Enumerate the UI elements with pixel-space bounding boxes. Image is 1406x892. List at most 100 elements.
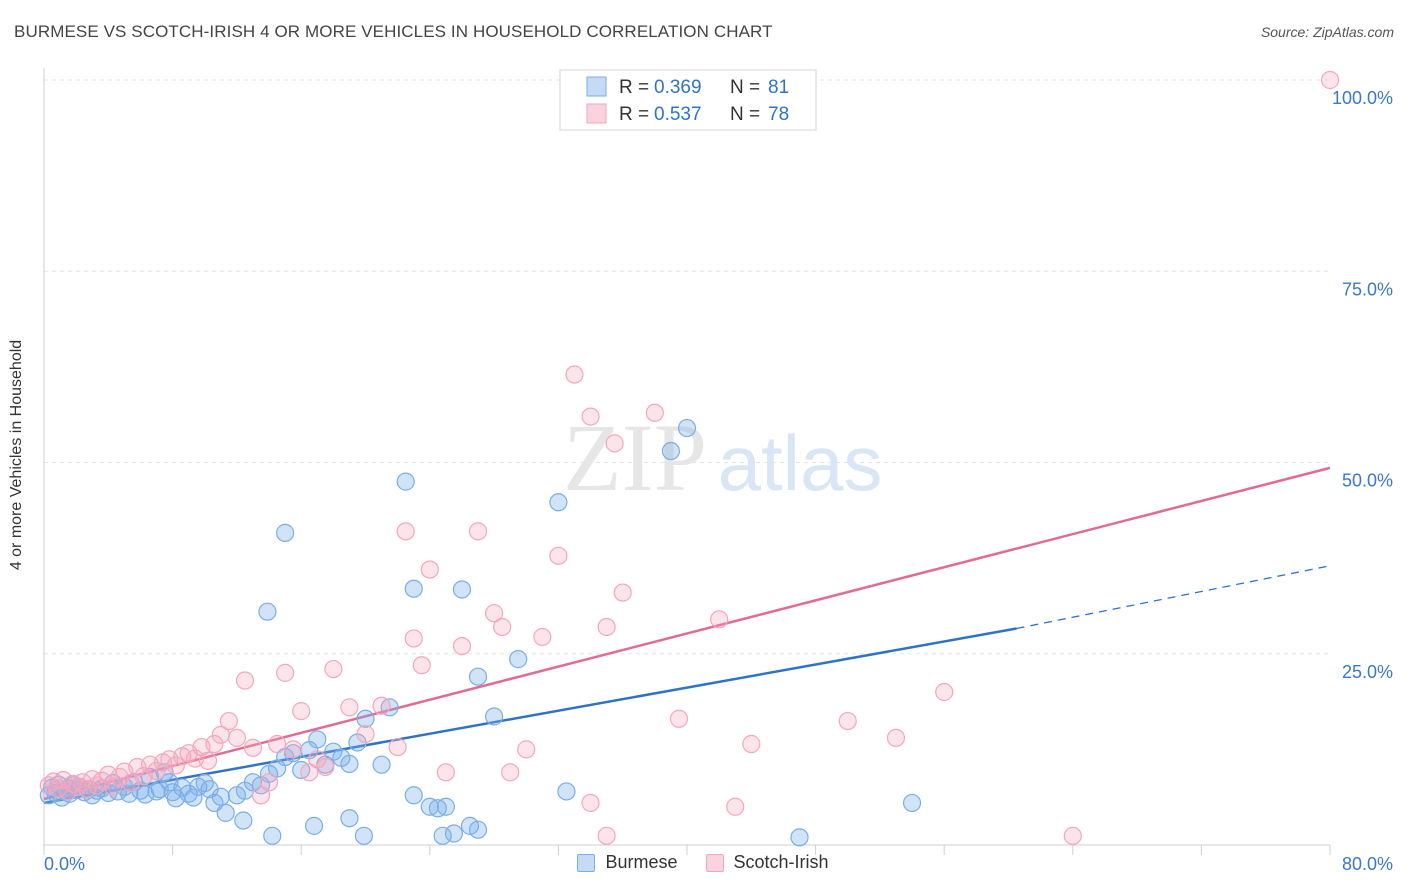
point-scotch-irish (235, 671, 255, 690)
legend-label-scotch-irish: Scotch-Irish (733, 852, 829, 872)
point-scotch-irish (935, 682, 954, 702)
point-scotch-irish (54, 770, 73, 790)
point-scotch-irish (104, 777, 123, 796)
point-scotch-irish (372, 696, 391, 715)
point-scotch-irish (324, 659, 343, 679)
bottom-legend: Burmese Scotch-Irish (0, 852, 1406, 873)
point-burmese (436, 797, 455, 816)
point-burmese (790, 828, 809, 847)
grid-lines (44, 79, 1330, 655)
point-scotch-irish (436, 763, 455, 782)
axes (43, 68, 1331, 855)
point-burmese (356, 709, 375, 728)
y-axis-label: 4 or more Vehicles in Household (8, 339, 25, 571)
legend-r-value-scotch-irish: 0.537 (654, 104, 702, 125)
point-burmese (661, 441, 681, 461)
point-burmese (147, 782, 166, 801)
point-scotch-irish (581, 793, 600, 813)
point-burmese (308, 730, 327, 749)
point-burmese (509, 650, 528, 669)
point-scotch-irish (316, 757, 335, 777)
point-burmese (557, 782, 576, 801)
point-burmese (677, 418, 697, 438)
watermark-atlas: atlas (718, 419, 883, 507)
point-burmese (340, 809, 359, 828)
legend-label-burmese: Burmese (605, 852, 678, 872)
point-burmese (452, 580, 472, 599)
point-scotch-irish (501, 763, 520, 782)
point-burmese (404, 579, 423, 598)
point-scotch-irish (669, 709, 689, 728)
point-burmese (340, 754, 359, 774)
point-scotch-irish (267, 734, 287, 754)
point-scotch-irish (581, 407, 600, 426)
legend-item-scotch-irish[interactable]: Scotch-Irish (705, 852, 829, 873)
point-scotch-irish (420, 560, 439, 579)
point-burmese (433, 826, 452, 845)
point-scotch-irish (605, 434, 624, 453)
point-scotch-irish (243, 738, 263, 757)
point-scotch-irish (838, 711, 857, 731)
point-scotch-irish (485, 604, 504, 623)
legend-swatch-scotch-irish-bottom (705, 853, 724, 872)
point-scotch-irish (110, 767, 129, 787)
x-tick-label: 80.0% (1342, 854, 1393, 874)
point-scotch-irish (742, 734, 761, 754)
point-scotch-irish (597, 826, 616, 845)
point-scotch-irish (645, 403, 664, 422)
point-burmese (372, 755, 391, 774)
point-burmese (396, 472, 415, 491)
point-scotch-irish (533, 627, 552, 647)
y-tick-label: 25.0% (1342, 662, 1393, 682)
point-scotch-irish (356, 724, 375, 744)
point-burmese (485, 707, 504, 726)
point-burmese (258, 602, 277, 621)
legend-n-value-scotch-irish: 78 (768, 104, 789, 125)
point-burmese (276, 523, 295, 542)
point-burmese (216, 803, 235, 822)
trend-line-scotch-irish (43, 466, 1331, 801)
point-scotch-irish (710, 610, 729, 629)
source-label: Source: ZipAtlas.com (1260, 24, 1394, 40)
trend-line-burmese (43, 627, 1017, 805)
point-scotch-irish (276, 663, 295, 682)
point-scotch-irish (259, 773, 279, 792)
point-burmese (354, 826, 373, 845)
point-burmese (468, 820, 488, 839)
point-burmese (444, 824, 464, 843)
point-scotch-irish (549, 546, 568, 565)
point-burmese (195, 773, 214, 793)
chart-title: BURMESE VS SCOTCH-IRISH 4 OR MORE VEHICL… (14, 22, 773, 41)
y-tick-label: 75.0% (1342, 279, 1393, 299)
legend-swatch-scotch-irish (586, 103, 607, 124)
y-tick-label: 50.0% (1342, 471, 1393, 491)
point-scotch-irish (388, 737, 407, 757)
point-scotch-irish (565, 365, 584, 384)
trend-extension-burmese (1016, 565, 1331, 630)
point-scotch-irish (613, 583, 632, 602)
tick-labels: 25.0% 50.0% 75.0% 100.0% 0.0% 80.0% (44, 88, 1393, 874)
point-scotch-irish (886, 728, 906, 748)
legend-swatch-burmese-bottom (577, 853, 596, 872)
point-scotch-irish (404, 629, 423, 648)
data-points (39, 70, 1340, 847)
point-burmese (304, 816, 324, 835)
point-scotch-irish (205, 734, 224, 754)
point-scotch-irish (396, 522, 415, 541)
legend-item-burmese[interactable]: Burmese (577, 852, 678, 873)
legend-swatch-burmese (586, 76, 607, 97)
point-scotch-irish (726, 797, 745, 816)
point-burmese (211, 787, 230, 806)
watermark: ZIP atlas (563, 404, 882, 511)
point-scotch-irish (166, 756, 185, 775)
point-scotch-irish (493, 617, 512, 637)
legend-r-label-burmese: R = (619, 77, 649, 98)
point-burmese (234, 811, 253, 830)
point-scotch-irish (284, 740, 303, 759)
point-burmese (468, 667, 488, 686)
point-burmese (184, 788, 203, 807)
x-tick-label: 0.0% (44, 854, 85, 874)
point-burmese (263, 826, 282, 845)
point-scotch-irish (1320, 70, 1340, 90)
